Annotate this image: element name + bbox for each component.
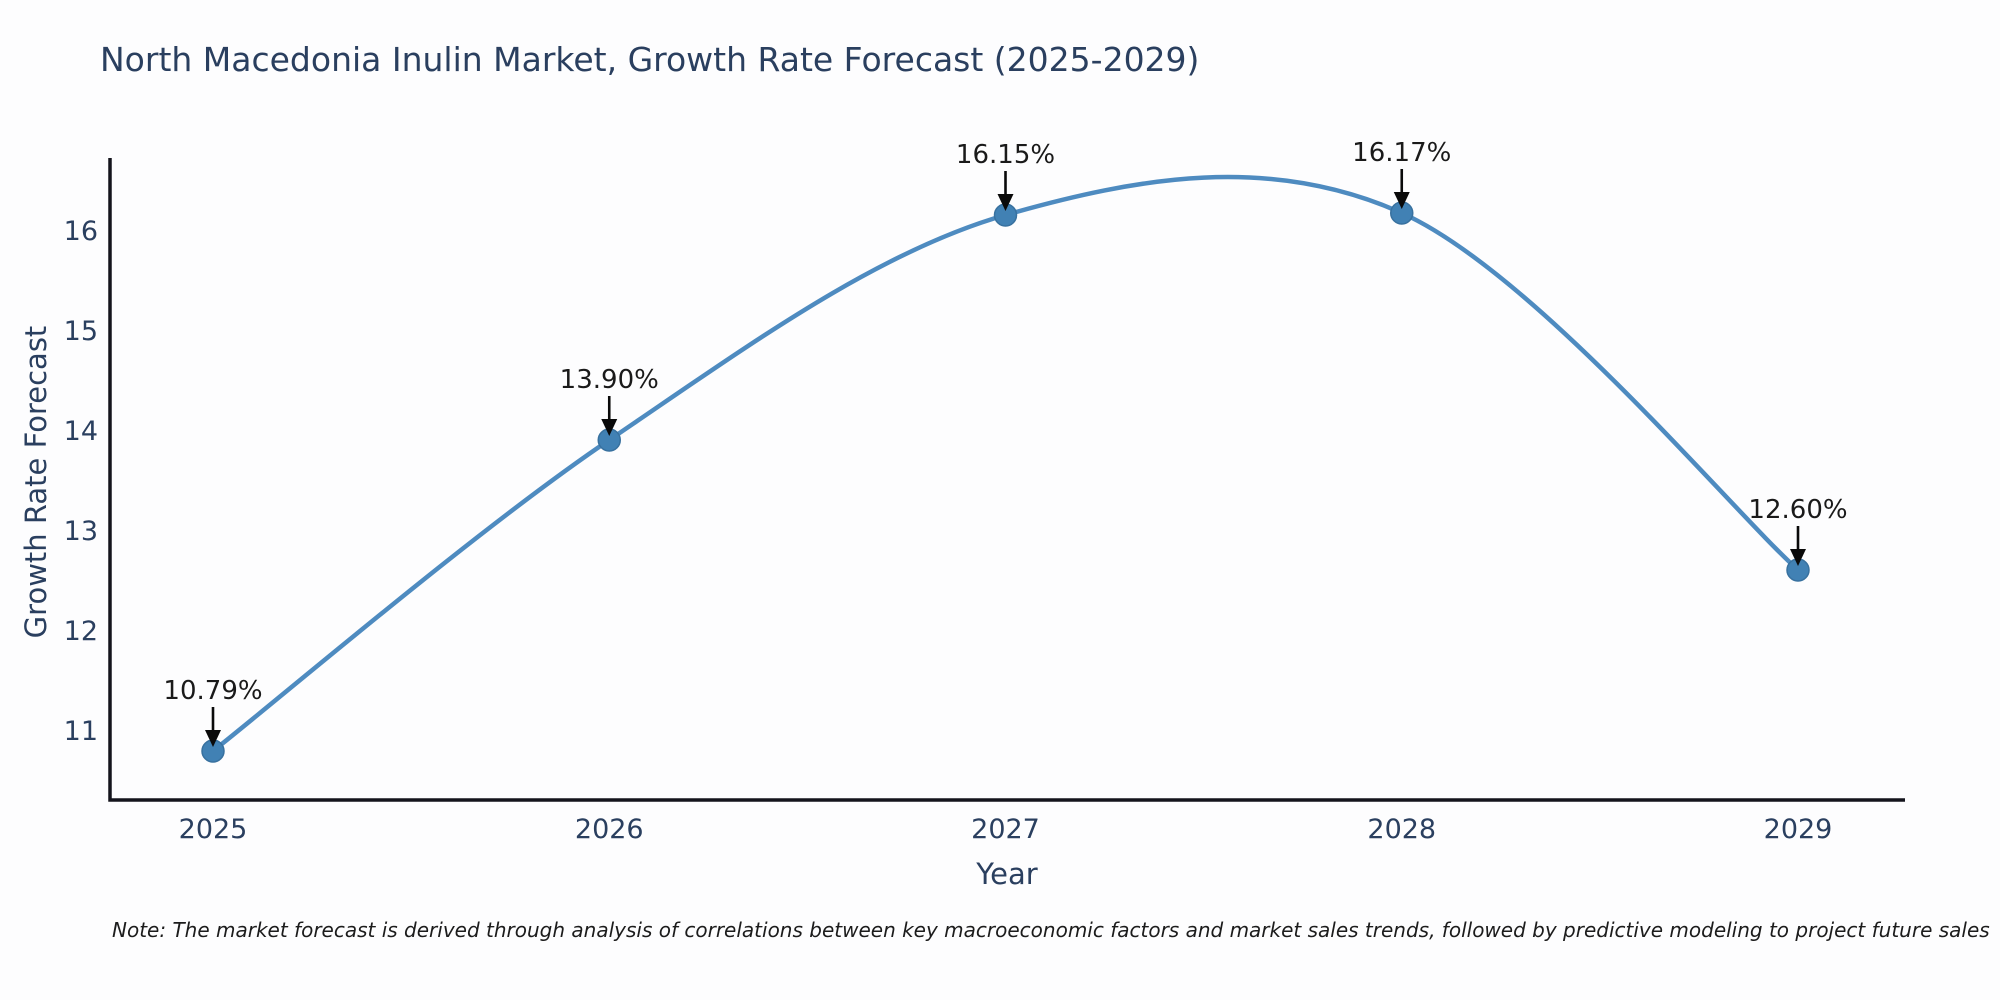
y-tick-label: 11 [64,716,98,747]
y-tick-label: 13 [64,516,98,547]
y-tick-label: 16 [64,216,98,247]
x-axis-title: Year [976,857,1038,891]
y-tick-label: 14 [64,416,98,447]
x-tick-label: 2025 [179,814,248,845]
chart-title: North Macedonia Inulin Market, Growth Ra… [100,40,1200,79]
x-tick-label: 2029 [1764,814,1833,845]
data-point-label: 13.90% [560,365,659,395]
axes-line [108,158,1905,802]
data-point-label: 16.15% [956,140,1055,170]
x-tick-label: 2027 [971,814,1040,845]
data-point-label: 16.17% [1352,138,1451,168]
forecast-spline-line [210,174,1801,754]
annotation-arrowhead-icon [1393,192,1410,209]
annotation-arrowhead-icon [997,194,1014,211]
data-point-label: 10.79% [163,676,262,706]
annotation-arrowhead-icon [205,730,221,747]
chart-footnote: Note: The market forecast is derived thr… [112,918,1990,942]
y-tick-label: 12 [64,616,98,647]
annotation-arrowhead-icon [601,419,618,436]
annotation-arrowhead-icon [1790,549,1806,566]
x-tick-label: 2028 [1367,814,1436,845]
data-point-label: 12.60% [1748,495,1847,525]
x-tick-label: 2026 [575,814,644,845]
y-tick-label: 15 [64,316,98,347]
